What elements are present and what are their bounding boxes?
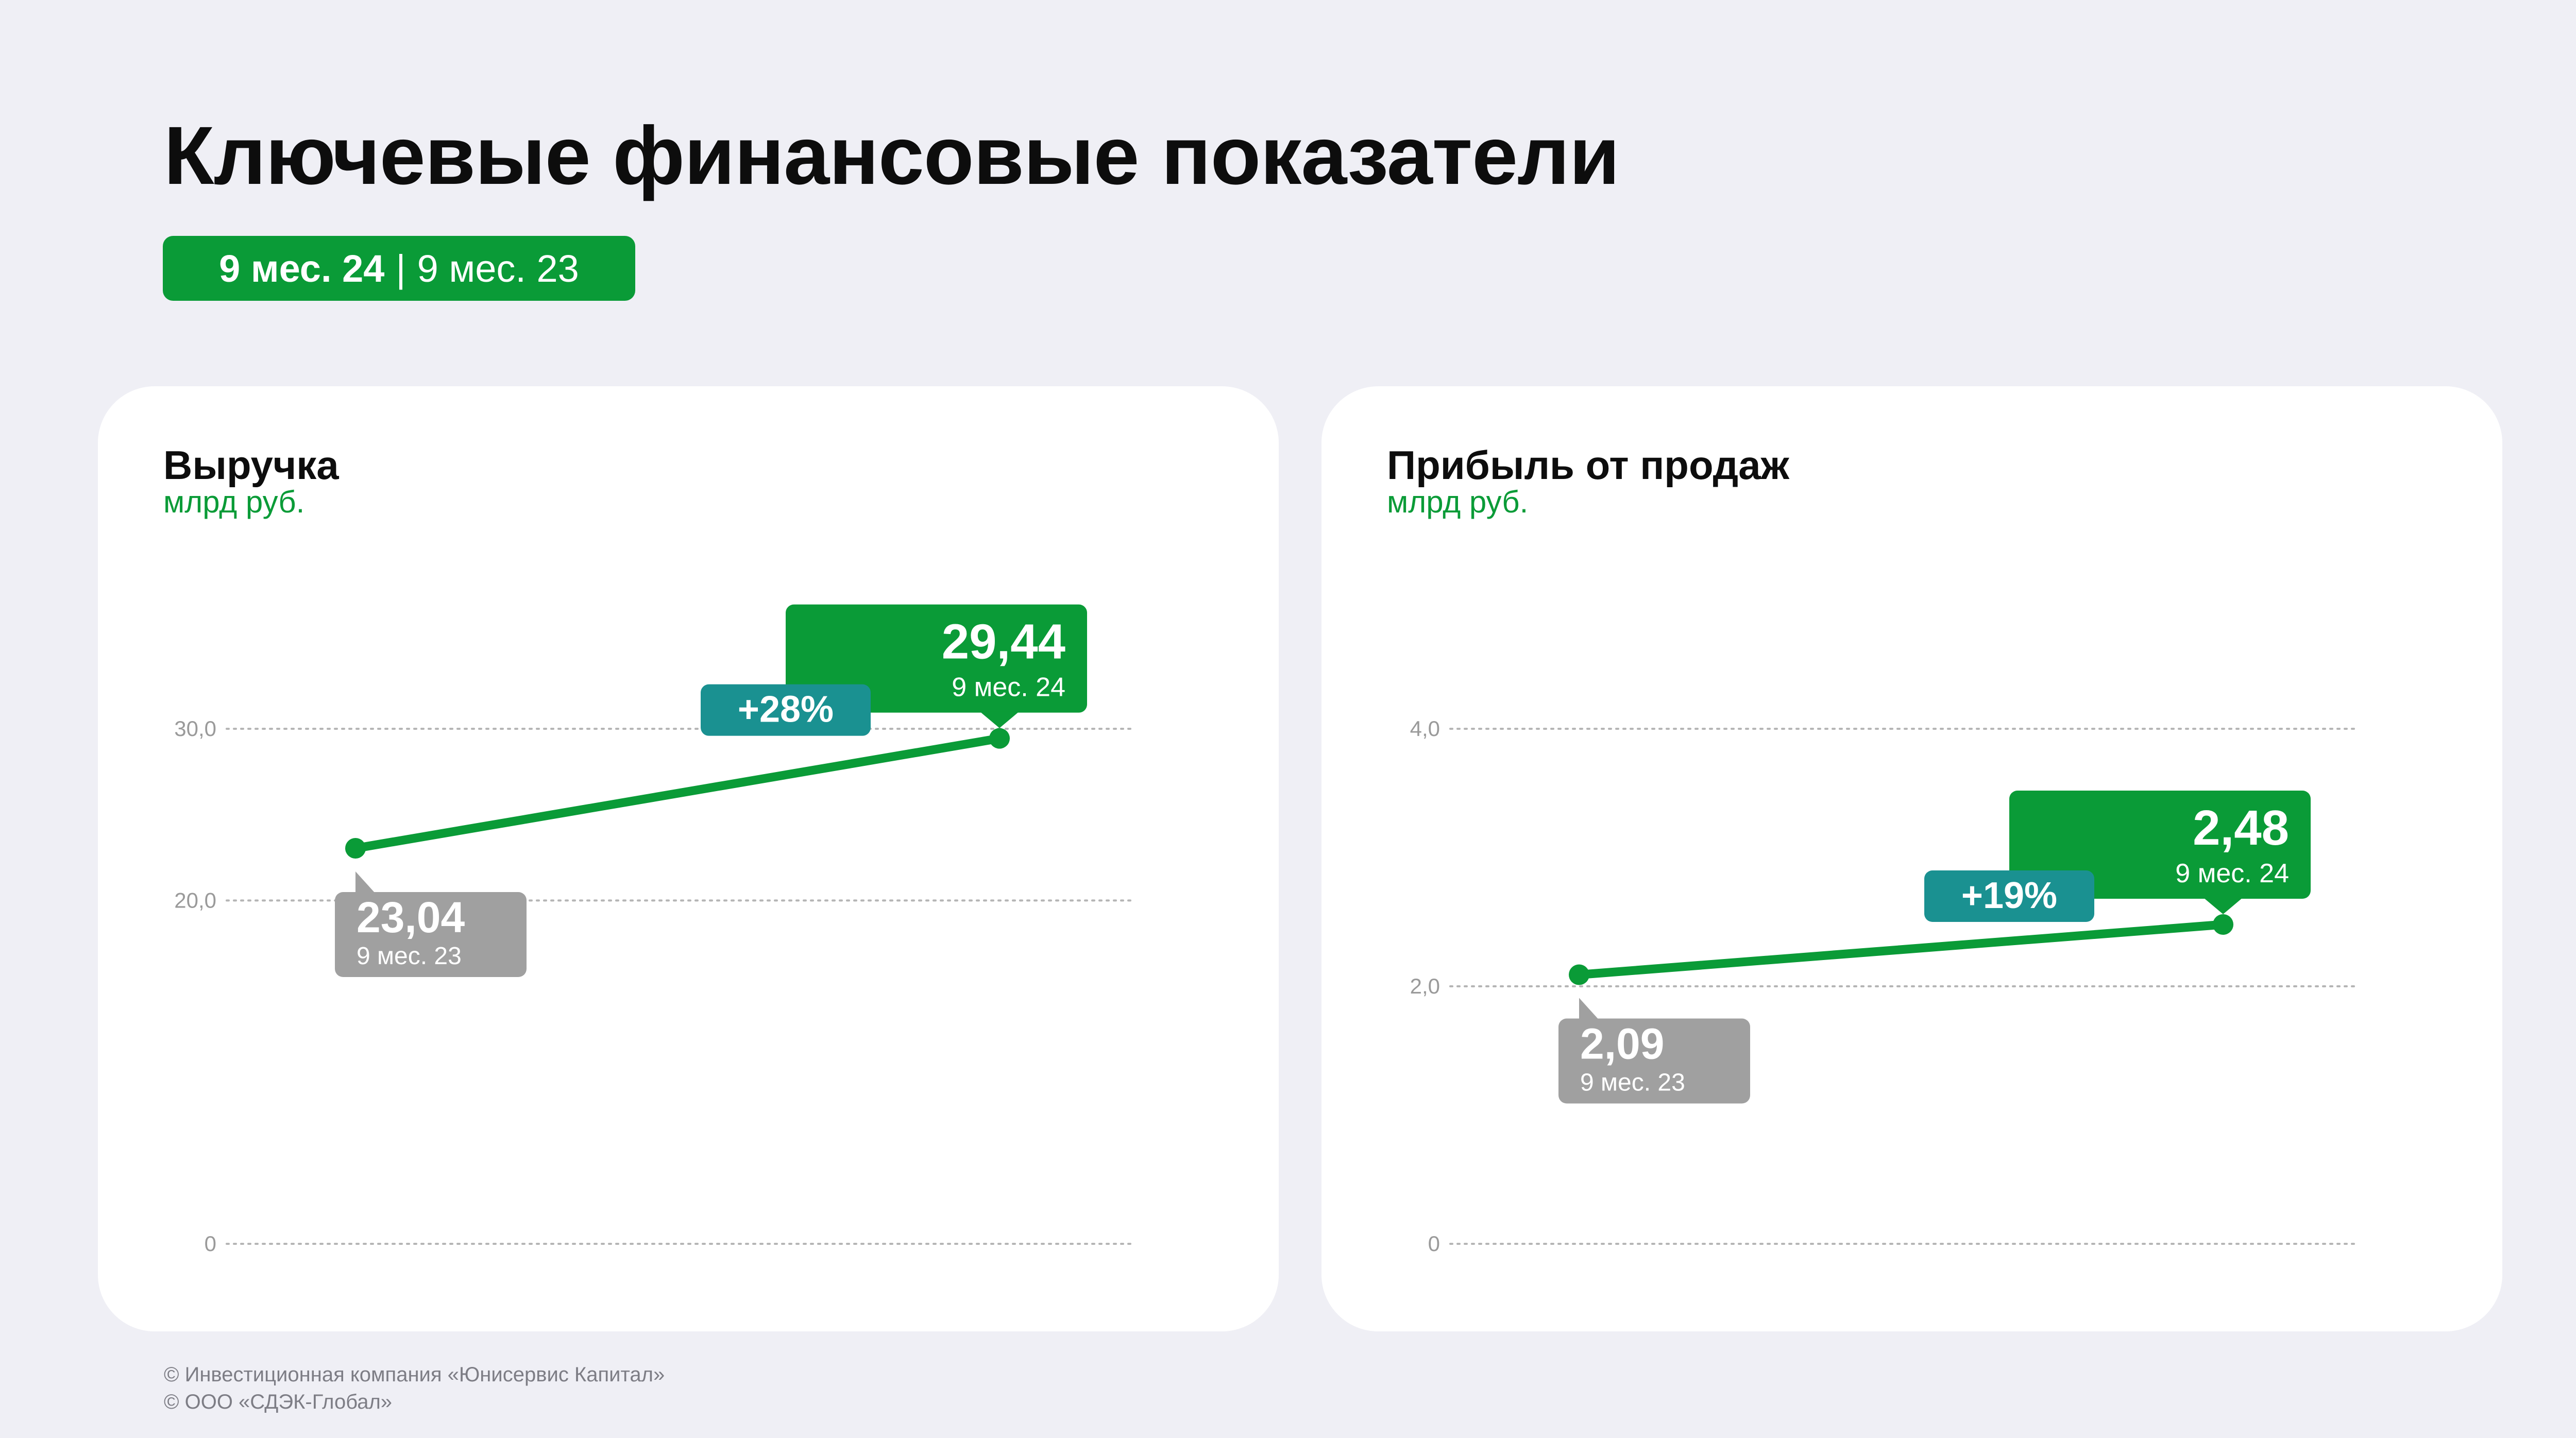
value-label-current: 29,44 (942, 614, 1065, 670)
data-point-previous (1569, 964, 1589, 985)
y-tick-label: 20,0 (174, 888, 216, 912)
footer-copyright-1: © Инвестиционная компания «Юнисервис Кап… (164, 1363, 665, 1386)
callout-pointer (980, 711, 1019, 728)
footer-copyright-2: © ООО «СДЭК-Глобал» (164, 1391, 393, 1413)
revenue-chart: 0 20,0 30,0 23,049 мес. 23 29,449 мес. 24 +28… (174, 604, 1134, 1256)
y-tick-label: 2,0 (1410, 974, 1440, 998)
callout-box (1558, 1018, 1750, 1104)
period-separator: | (396, 247, 406, 290)
period-current: 9 мес. 24 (219, 247, 385, 290)
chart-title: Выручка (163, 442, 339, 488)
callout-pointer (1579, 998, 1599, 1020)
callout-previous: 23,049 мес. 23 (335, 871, 527, 977)
page-title: Ключевые финансовые показатели (164, 109, 1620, 201)
profit-chart: 0 2,0 4,0 2,099 мес. 23 2,48 9 мес. 24 +19% (1410, 716, 2358, 1256)
y-tick-label: 4,0 (1410, 716, 1440, 741)
series-line (351, 734, 1004, 853)
change-label: +28% (738, 689, 834, 730)
revenue-card: Выручка млрд руб. 0 20,0 30,0 23,04 9 мес. 2… (98, 386, 1279, 1331)
series-line (1574, 920, 2228, 979)
change-badge: +28% (701, 684, 871, 736)
profit-card: Прибыль от продаж млрд руб. 0 2,0 4,0 2,09 9… (1321, 386, 2502, 1331)
chart-title: Прибыль от продаж (1387, 442, 1789, 488)
period-previous: 9 мес. 23 (417, 247, 579, 290)
footer: © Инвестиционная компания «Юнисервис Кап… (164, 1361, 665, 1416)
change-badge: +19% (1924, 870, 2094, 922)
data-point-current (2213, 914, 2233, 935)
callout-box (335, 892, 527, 977)
callout-pointer (2204, 898, 2243, 914)
y-tick-label: 0 (1428, 1231, 1440, 1256)
y-tick-label: 30,0 (174, 716, 216, 741)
period-label-current: 9 мес. 24 (952, 673, 1065, 703)
change-label: +19% (1961, 875, 2057, 916)
change-badge-box (701, 684, 871, 736)
data-point-current (989, 728, 1010, 749)
value-label-current: 2,48 (2193, 800, 2289, 855)
callout-previous: 2,099 мес. 23 (1558, 998, 1750, 1104)
change-badge-box (1924, 870, 2094, 922)
callout-pointer (355, 871, 375, 893)
period-label-previous: 9 мес. 23 (357, 943, 462, 970)
value-label-previous: 23,04 (357, 893, 465, 941)
period-badge: 9 мес. 24 | 9 мес. 23 (163, 236, 635, 301)
data-point-previous (345, 838, 366, 859)
chart-unit: млрд руб. (163, 485, 305, 519)
value-label-previous: 2,09 (1580, 1020, 1665, 1068)
period-label-current: 9 мес. 24 (2175, 859, 2289, 888)
chart-unit: млрд руб. (1387, 485, 1529, 519)
period-label-previous: 9 мес. 23 (1580, 1069, 1685, 1097)
y-tick-label: 0 (205, 1231, 216, 1256)
